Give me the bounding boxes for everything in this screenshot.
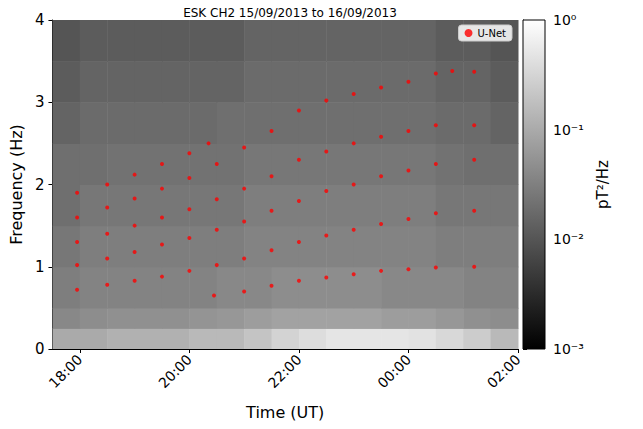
svg-text:Time (UT): Time (UT) <box>245 403 324 422</box>
svg-text:22:00: 22:00 <box>265 351 305 391</box>
svg-text:10⁻¹: 10⁻¹ <box>553 122 584 138</box>
svg-text:1: 1 <box>35 258 45 276</box>
svg-text:10⁻³: 10⁻³ <box>553 341 584 357</box>
svg-text:pT²/Hz: pT²/Hz <box>594 160 612 209</box>
svg-text:00:00: 00:00 <box>374 351 414 391</box>
svg-text:10⁻²: 10⁻² <box>553 231 584 247</box>
svg-text:2: 2 <box>35 176 45 194</box>
svg-text:10⁰: 10⁰ <box>553 12 577 28</box>
svg-text:18:00: 18:00 <box>46 351 86 391</box>
svg-text:02:00: 02:00 <box>484 351 524 391</box>
svg-text:3: 3 <box>35 93 45 111</box>
svg-text:U-Net: U-Net <box>478 28 507 39</box>
svg-text:4: 4 <box>35 11 45 29</box>
svg-text:Frequency (Hz): Frequency (Hz) <box>7 124 26 245</box>
svg-text:20:00: 20:00 <box>155 351 195 391</box>
svg-text:0: 0 <box>35 340 45 358</box>
svg-text:ESK CH2 15/09/2013 to 16/09/20: ESK CH2 15/09/2013 to 16/09/2013 <box>183 6 397 20</box>
